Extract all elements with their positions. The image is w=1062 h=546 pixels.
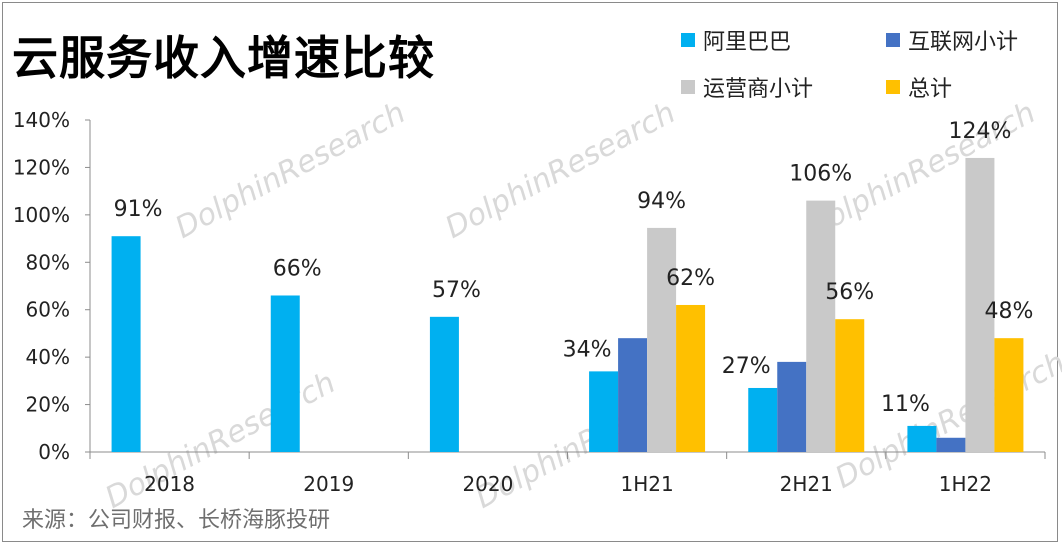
legend-item-total: 总计 <box>886 71 952 103</box>
bar-internet-2H21 <box>777 361 807 452</box>
bar-operator-2H21 <box>806 200 836 452</box>
bar-alibaba-1H22 <box>907 425 937 452</box>
x-tick-label: 1H21 <box>620 472 673 496</box>
x-tick-label: 1H22 <box>939 472 992 496</box>
y-tick-label: 120% <box>13 155 70 179</box>
bar-internet-1H22 <box>936 437 966 452</box>
bar-total-1H21 <box>676 304 706 452</box>
chart-title: 云服务收入增速比较 <box>12 31 435 85</box>
bar-operator-1H21 <box>647 227 677 452</box>
data-label: 34% <box>563 337 612 362</box>
bar-internet-1H21 <box>618 338 648 452</box>
x-tick-label: 2H21 <box>780 472 833 496</box>
bar-operator-1H22 <box>965 157 995 452</box>
data-label: 48% <box>984 299 1033 324</box>
bar-total-1H22 <box>994 338 1024 452</box>
y-tick-label: 60% <box>26 298 70 322</box>
data-label: 27% <box>722 354 771 379</box>
legend-item-operator: 运营商小计 <box>681 71 813 103</box>
y-tick-label: 20% <box>26 393 70 417</box>
legend: 阿里巴巴 互联网小计 运营商小计 总计 <box>681 24 1041 104</box>
legend-item-internet: 互联网小计 <box>886 24 1018 56</box>
y-tick-label: 140% <box>13 108 70 132</box>
data-label: 91% <box>114 197 163 222</box>
legend-swatch-total <box>886 80 900 94</box>
legend-swatch-internet <box>886 33 900 47</box>
data-label: 106% <box>789 162 852 187</box>
legend-swatch-alibaba <box>681 33 695 47</box>
legend-label-internet: 互联网小计 <box>908 30 1019 55</box>
bar-alibaba-2020 <box>429 316 459 452</box>
legend-label-total: 总计 <box>908 77 953 102</box>
bar-alibaba-1H21 <box>589 371 619 452</box>
legend-label-operator: 运营商小计 <box>703 77 814 102</box>
x-tick-label: 2019 <box>303 472 354 496</box>
y-tick-label: 100% <box>13 203 70 227</box>
data-label: 11% <box>881 392 930 417</box>
legend-item-alibaba: 阿里巴巴 <box>681 24 791 56</box>
legend-swatch-operator <box>681 80 695 94</box>
bar-alibaba-2018 <box>111 236 141 452</box>
bar-alibaba-2019 <box>270 295 300 452</box>
data-label: 57% <box>432 278 481 303</box>
bar-alibaba-2H21 <box>748 387 778 452</box>
data-label: 66% <box>273 256 322 281</box>
data-label: 124% <box>948 119 1011 144</box>
y-tick-label: 0% <box>38 440 70 464</box>
legend-label-alibaba: 阿里巴巴 <box>703 30 792 55</box>
x-tick-label: 2018 <box>144 472 195 496</box>
x-tick-label: 2020 <box>462 472 513 496</box>
bar-total-2H21 <box>835 319 865 452</box>
y-tick-label: 40% <box>26 345 70 369</box>
data-label: 62% <box>666 266 715 291</box>
data-label: 94% <box>637 189 686 214</box>
y-tick-label: 80% <box>26 250 70 274</box>
source-note: 来源：公司财报、长桥海豚投研 <box>22 508 331 533</box>
data-label: 56% <box>825 280 874 305</box>
